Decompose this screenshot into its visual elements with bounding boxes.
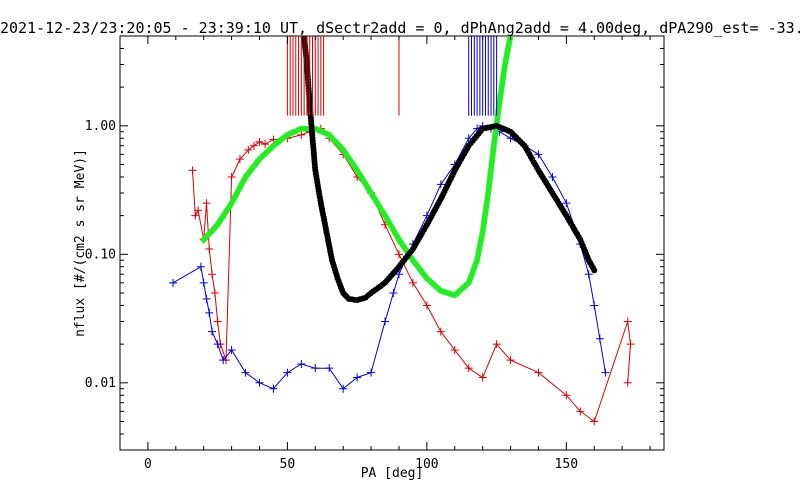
data-point-red (255, 137, 264, 146)
data-point-red (191, 211, 200, 220)
data-point-red (464, 364, 473, 373)
data-point-blue (297, 360, 306, 369)
series-line-blue (172, 125, 606, 390)
plot-frame (119, 35, 665, 451)
data-point-blue (595, 334, 604, 343)
model-dot-black (591, 267, 598, 274)
data-point-blue (311, 364, 320, 373)
data-point-blue (590, 301, 599, 310)
y-axis-label: nflux [#/(cm2 s sr MeV)] (73, 149, 88, 337)
data-point-blue (584, 270, 593, 279)
data-point-blue (196, 262, 205, 271)
data-point-blue (269, 384, 278, 393)
data-point-blue (339, 384, 348, 393)
data-point-blue (389, 288, 398, 297)
data-point-blue (227, 346, 236, 355)
data-point-red (249, 141, 258, 150)
data-point-blue (169, 278, 178, 287)
x-tick-label: 150 (555, 457, 578, 472)
data-point-blue (436, 180, 445, 189)
data-point-red (422, 301, 431, 310)
data-point-blue (562, 199, 571, 208)
data-point-red (235, 155, 244, 164)
chart-title: 2021-12-23/23:20:05 - 23:39:10 UT, dSect… (0, 19, 800, 37)
x-tick-label: 50 (280, 457, 296, 472)
data-point-red (478, 373, 487, 382)
data-point-red (188, 166, 197, 175)
data-point-red (297, 130, 306, 139)
data-point-red (208, 270, 217, 279)
data-point-red (210, 288, 219, 297)
data-point-blue (208, 327, 217, 336)
data-point-red (436, 327, 445, 336)
data-point-red (394, 250, 403, 259)
data-point-blue (255, 378, 264, 387)
data-point-blue (534, 150, 543, 159)
data-point-red (576, 407, 585, 416)
data-point-red (261, 140, 270, 149)
data-point-red (626, 340, 635, 349)
data-point-red (623, 378, 632, 387)
data-point-red (590, 417, 599, 426)
data-point-red (506, 356, 515, 365)
data-point-red (194, 206, 203, 215)
data-point-blue (205, 308, 214, 317)
y-tick-label: 1.00 (85, 119, 116, 134)
data-point-blue (367, 368, 376, 377)
data-point-red (492, 340, 501, 349)
x-tick-label: 100 (415, 457, 438, 472)
data-point-blue (601, 368, 610, 377)
data-point-blue (353, 373, 362, 382)
data-point-blue (394, 270, 403, 279)
data-point-red (202, 199, 211, 208)
data-point-blue (241, 368, 250, 377)
data-point-red (450, 346, 459, 355)
series-line-red (192, 128, 632, 423)
data-point-blue (213, 340, 222, 349)
y-tick-label: 0.01 (85, 376, 116, 391)
data-point-red (562, 391, 571, 400)
data-point-blue (283, 368, 292, 377)
data-point-red (623, 317, 632, 326)
data-point-red (534, 368, 543, 377)
y-tick-label: 0.10 (85, 247, 116, 262)
data-point-red (205, 244, 214, 253)
data-point-blue (199, 278, 208, 287)
data-point-blue (202, 294, 211, 303)
data-point-blue (325, 364, 334, 373)
data-point-blue (219, 356, 228, 365)
data-point-blue (548, 172, 557, 181)
x-axis-label: PA [deg] (361, 466, 424, 481)
data-point-red (213, 317, 222, 326)
data-point-red (244, 145, 253, 154)
data-point-red (408, 278, 417, 287)
data-point-red (227, 172, 236, 181)
x-tick-label: 0 (144, 457, 152, 472)
data-point-blue (381, 317, 390, 326)
